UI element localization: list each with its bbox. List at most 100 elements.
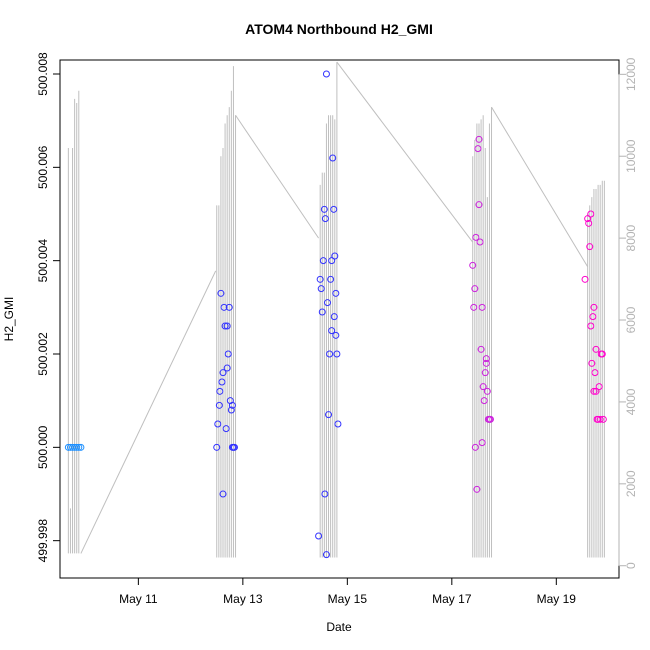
data-point-46 [334,420,342,428]
x-axis: May 11 May 13 May 15 May 17 May 19 [119,577,577,606]
data-point-33 [320,205,328,213]
y2-tick-label-6: 12000 [624,57,638,91]
data-point-71 [475,135,483,143]
data-point-8 [214,420,222,428]
secondary-series-line [67,61,605,558]
secondary-ramp-5 [336,61,474,243]
data-point-52 [469,261,477,269]
data-point-6 [77,443,85,451]
data-point-79 [588,359,596,367]
data-point-51 [332,331,340,339]
chart-title: ATOM4 Northbound H2_GMI [245,21,433,37]
data-point-36 [323,299,331,307]
data-point-56 [473,485,481,493]
data-point-4 [73,443,81,451]
data-point-49 [328,257,336,265]
data-point-17 [223,322,231,330]
data-point-11 [217,289,225,297]
data-point-62 [479,383,487,391]
data-point-85 [594,415,602,423]
data-point-31 [318,308,326,316]
x-tick-label-0: May 11 [119,592,158,606]
data-point-60 [477,345,485,353]
data-point-27 [228,401,236,409]
y-tick-label-5: 500.008 [36,52,50,96]
data-point-63 [480,397,488,405]
data-point-5 [75,443,83,451]
data-point-9 [215,401,223,409]
y-tick-label-4: 500.006 [36,145,50,189]
data-point-39 [327,275,335,283]
data-point-91 [587,210,595,218]
y-tick-label-2: 500.002 [36,332,50,376]
x-axis-label: Date [326,620,352,634]
y-axis: 499.998 500.000 500.002 500.004 500.006 500.0… [36,52,60,562]
data-point-35 [322,70,330,78]
data-point-77 [586,243,594,251]
secondary-ramp-1 [80,270,217,554]
y2-tick-label-1: 2000 [624,470,638,497]
data-point-44 [332,289,340,297]
x-tick-label-2: May 15 [328,592,368,606]
data-point-48 [322,551,330,559]
data-point-73 [482,355,490,363]
data-point-42 [330,205,338,213]
data-point-55 [472,233,480,241]
y2-tick-label-3: 6000 [624,306,638,333]
data-point-65 [482,359,490,367]
data-point-74 [581,275,589,283]
data-point-83 [592,387,600,395]
y2-tick-label-5: 10000 [624,139,638,173]
x-tick-label-1: May 13 [223,592,263,606]
data-points [64,70,607,559]
data-point-41 [329,154,337,162]
y-tick-label-1: 500.000 [36,425,50,469]
y2-tick-label-0: 0 [624,562,638,569]
data-point-86 [595,383,603,391]
data-point-40 [328,327,336,335]
data-point-47 [321,490,329,498]
data-point-57 [474,145,482,153]
y-tick-label-0: 499.998 [36,519,50,563]
data-point-10 [216,387,224,395]
data-point-90 [599,415,607,423]
y2-axis: 0 2000 4000 6000 8000 10000 12000 [618,57,638,569]
x-tick-label-4: May 19 [537,592,577,606]
data-point-19 [225,303,233,311]
data-point-58 [475,201,483,209]
data-point-16 [222,425,230,433]
data-point-50 [330,313,338,321]
data-point-78 [587,322,595,330]
data-point-24 [230,443,238,451]
data-point-18 [224,350,232,358]
data-point-92 [590,303,598,311]
data-point-54 [471,285,479,293]
data-point-70 [471,443,479,451]
data-point-21 [227,406,235,414]
y2-tick-label-2: 4000 [624,388,638,415]
x-tick-label-3: May 17 [432,592,472,606]
data-point-75 [584,215,592,223]
data-point-87 [596,415,604,423]
secondary-ramp-7 [491,106,589,268]
data-point-29 [316,275,324,283]
data-point-34 [321,215,329,223]
data-point-64 [481,369,489,377]
data-point-28 [315,532,323,540]
data-point-93 [592,345,600,353]
secondary-ramp-3 [235,115,320,239]
y-axis-label: H2_GMI [2,297,16,342]
y-tick-label-3: 500.004 [36,239,50,283]
data-point-89 [598,350,606,358]
data-point-7 [213,443,221,451]
data-point-30 [317,285,325,293]
data-point-37 [325,411,333,419]
y2-tick-label-4: 8000 [624,224,638,251]
data-point-82 [591,369,599,377]
data-point-13 [219,490,227,498]
data-point-32 [319,257,327,265]
data-point-26 [223,364,231,372]
data-point-15 [221,322,229,330]
data-point-43 [331,252,339,260]
data-point-45 [333,350,341,358]
